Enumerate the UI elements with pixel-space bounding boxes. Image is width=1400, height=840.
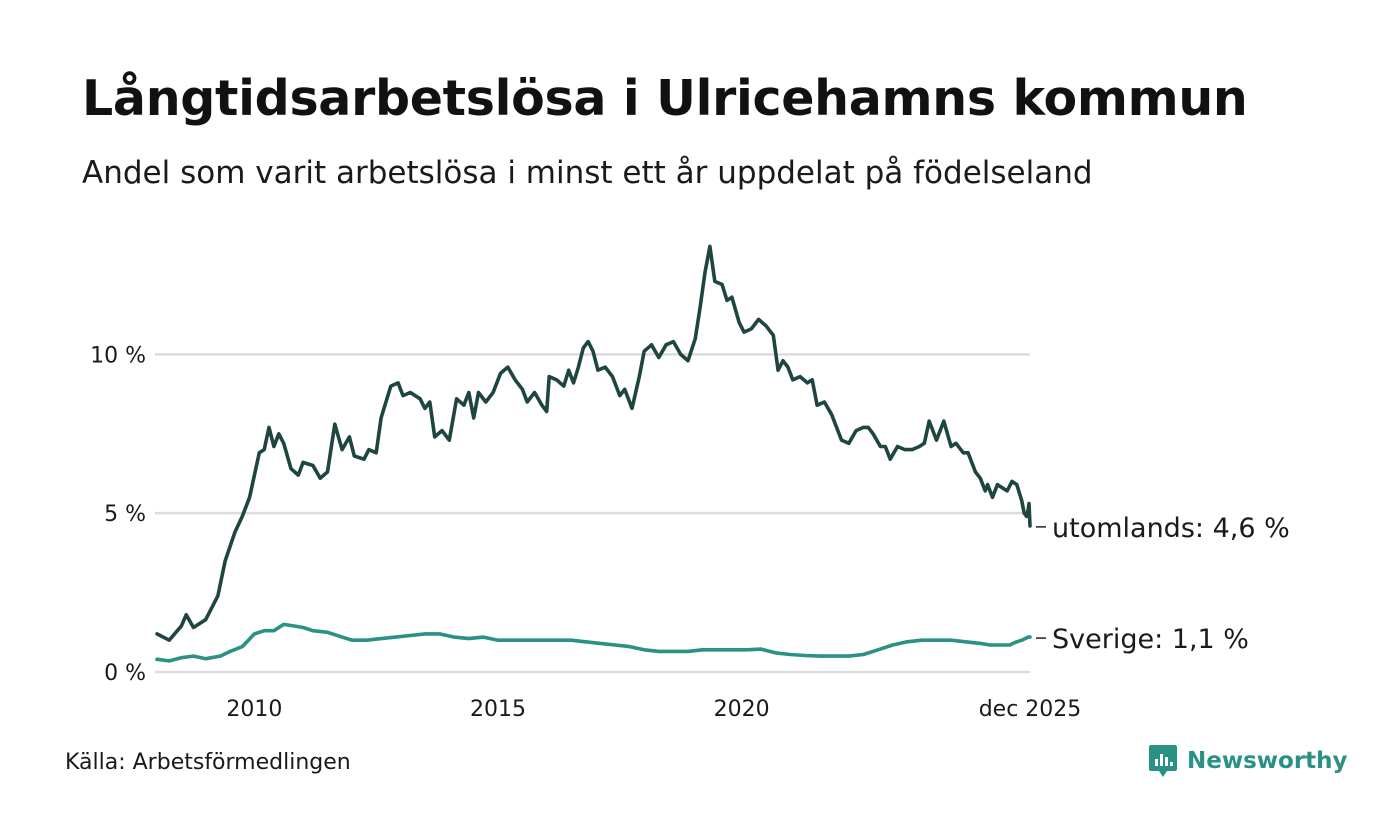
newsworthy-icon [1149, 745, 1177, 777]
y-tick-label: 0 % [104, 661, 146, 686]
x-tick-label: 2010 [226, 697, 282, 722]
x-axis-labels: 2010 2015 2020 dec 2025 [226, 697, 1081, 722]
x-tick-label: 2015 [470, 697, 526, 722]
chart-title: Långtidsarbetslösa i Ulricehamns kommun [82, 70, 1248, 127]
series-end-labels: utomlands: 4,6 % Sverige: 1,1 % [1036, 513, 1290, 655]
chart-subtitle: Andel som varit arbetslösa i minst ett å… [82, 155, 1093, 191]
series-line-sverige [155, 622, 1032, 663]
series-lines [155, 244, 1032, 663]
y-axis-labels: 0 % 5 % 10 % [90, 343, 146, 686]
end-label-utomlands: utomlands: 4,6 % [1052, 513, 1290, 544]
newsworthy-logo[interactable]: Newsworthy [1148, 744, 1348, 778]
x-tick-label: dec 2025 [979, 697, 1082, 722]
end-label-sverige: Sverige: 1,1 % [1052, 624, 1249, 655]
x-tick-label: 2020 [714, 697, 770, 722]
y-tick-label: 5 % [104, 502, 146, 527]
series-line-utomlands [155, 244, 1032, 642]
y-tick-label: 10 % [90, 343, 146, 368]
source-note: Källa: Arbetsförmedlingen [65, 750, 351, 775]
brand-name: Newsworthy [1187, 748, 1348, 774]
